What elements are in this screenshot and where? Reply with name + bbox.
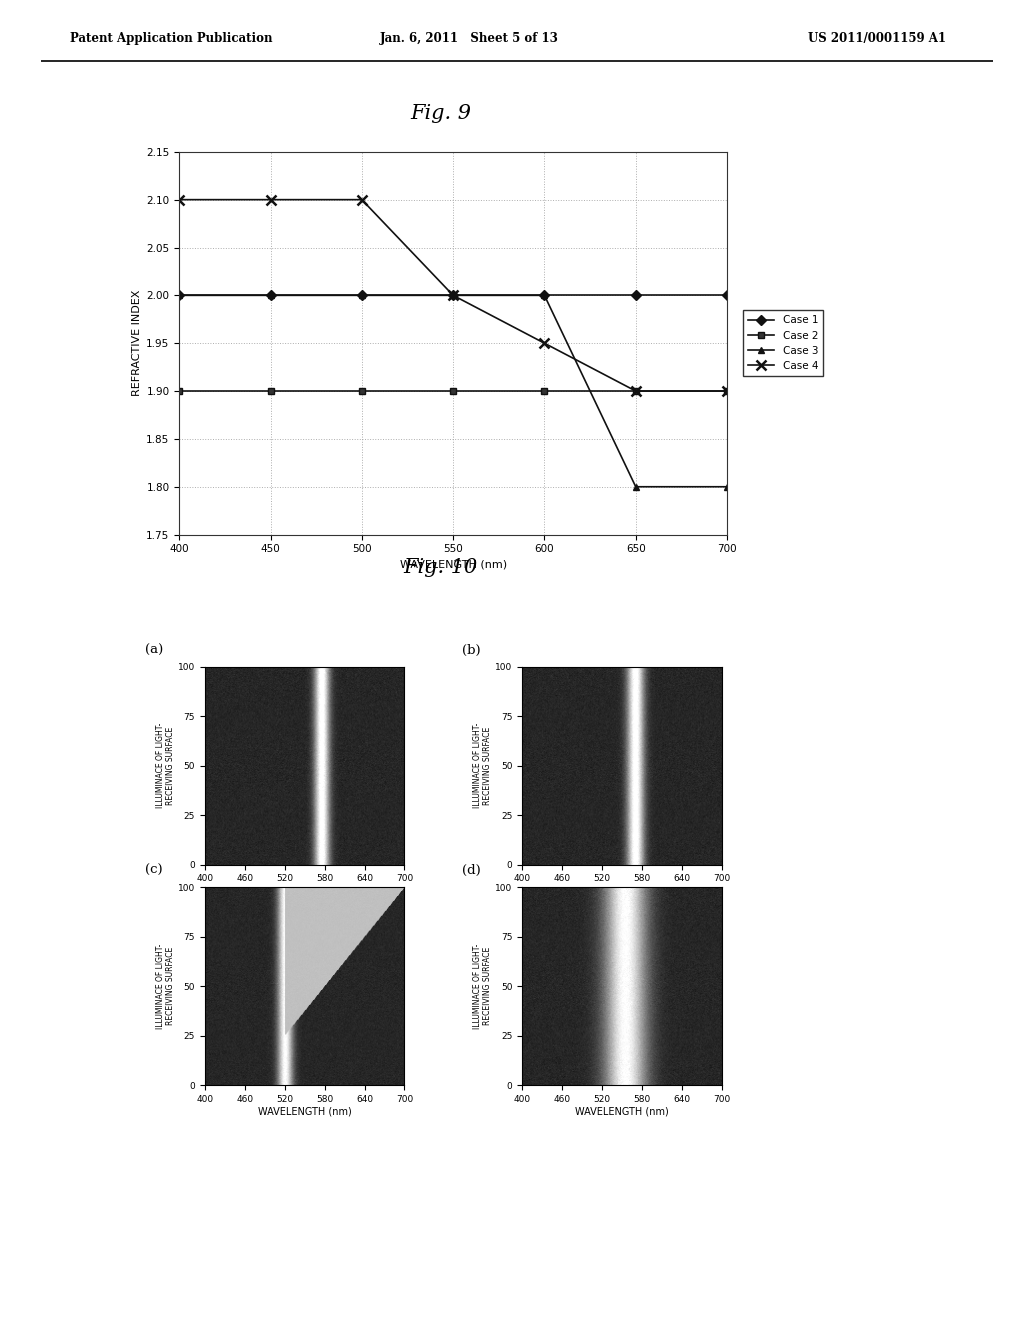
Case 3 (264, 288, 276, 304)
Case 1 (630, 288, 642, 304)
Case 4 (173, 191, 185, 207)
Y-axis label: ILLUMINACE OF LIGHT-
RECEIVING SURFACE: ILLUMINACE OF LIGHT- RECEIVING SURFACE (156, 723, 175, 808)
Case 1 (446, 288, 459, 304)
Case 1 (264, 288, 276, 304)
Y-axis label: ILLUMINACE OF LIGHT-
RECEIVING SURFACE: ILLUMINACE OF LIGHT- RECEIVING SURFACE (156, 944, 175, 1028)
Case 4 (630, 383, 642, 399)
Y-axis label: ILLUMINACE OF LIGHT-
RECEIVING SURFACE: ILLUMINACE OF LIGHT- RECEIVING SURFACE (473, 944, 493, 1028)
Case 2 (173, 383, 185, 399)
Case 3 (355, 288, 368, 304)
Case 4 (264, 191, 276, 207)
Case 4 (539, 335, 551, 351)
Case 2 (446, 383, 459, 399)
Case 2 (721, 383, 733, 399)
Text: Patent Application Publication: Patent Application Publication (70, 32, 272, 45)
Text: US 2011/0001159 A1: US 2011/0001159 A1 (808, 32, 946, 45)
Line: Case 1: Case 1 (176, 292, 730, 298)
Y-axis label: ILLUMINACE OF LIGHT-
RECEIVING SURFACE: ILLUMINACE OF LIGHT- RECEIVING SURFACE (473, 723, 493, 808)
Case 4 (446, 288, 459, 304)
Case 2 (539, 383, 551, 399)
Text: (a): (a) (145, 644, 163, 657)
Text: (b): (b) (463, 644, 481, 657)
Case 4 (721, 383, 733, 399)
Line: Case 3: Case 3 (176, 292, 730, 490)
Case 2 (355, 383, 368, 399)
Line: Case 2: Case 2 (176, 388, 730, 395)
Case 3 (721, 479, 733, 495)
Case 3 (539, 288, 551, 304)
Case 1 (721, 288, 733, 304)
Text: (d): (d) (463, 865, 481, 878)
Case 4 (355, 191, 368, 207)
X-axis label: WAVELENGTH (nm): WAVELENGTH (nm) (575, 1106, 669, 1117)
Case 3 (630, 479, 642, 495)
X-axis label: WAVELENGTH (nm): WAVELENGTH (nm) (575, 886, 669, 896)
Case 1 (355, 288, 368, 304)
Case 3 (173, 288, 185, 304)
Line: Case 4: Case 4 (174, 195, 732, 396)
Case 2 (264, 383, 276, 399)
Legend: Case 1, Case 2, Case 3, Case 4: Case 1, Case 2, Case 3, Case 4 (743, 310, 823, 376)
Text: Fig. 10: Fig. 10 (403, 558, 477, 577)
X-axis label: WAVELENGTH (nm): WAVELENGTH (nm) (258, 886, 351, 896)
Case 1 (539, 288, 551, 304)
Case 3 (446, 288, 459, 304)
Case 2 (630, 383, 642, 399)
Y-axis label: REFRACTIVE INDEX: REFRACTIVE INDEX (132, 290, 142, 396)
Text: Jan. 6, 2011   Sheet 5 of 13: Jan. 6, 2011 Sheet 5 of 13 (380, 32, 559, 45)
X-axis label: WAVELENGTH (nm): WAVELENGTH (nm) (258, 1106, 351, 1117)
Text: (c): (c) (145, 865, 163, 878)
Case 1 (173, 288, 185, 304)
X-axis label: WAVELENGTH (nm): WAVELENGTH (nm) (399, 560, 507, 570)
Text: Fig. 9: Fig. 9 (410, 104, 471, 123)
